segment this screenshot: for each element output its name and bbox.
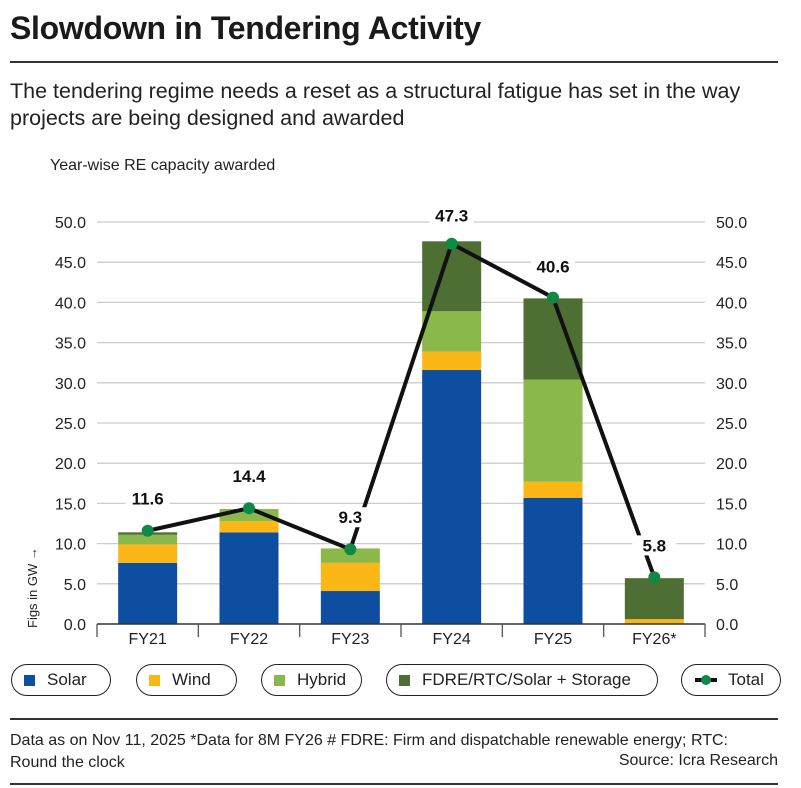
y-tick-label-right: 50.0 xyxy=(716,215,747,232)
y-axis-title: Figs in GW → xyxy=(25,547,40,628)
legend-item-solar: Solar xyxy=(11,664,111,696)
y-tick-label-right: 15.0 xyxy=(716,496,747,513)
y-tick-label-left: 30.0 xyxy=(55,376,86,393)
y-tick-label-right: 20.0 xyxy=(716,456,747,473)
legend-label: Hybrid xyxy=(297,670,347,689)
bar-segment-fdre-rtc-solar-storage xyxy=(523,298,583,380)
y-tick-label-right: 40.0 xyxy=(716,295,747,312)
source-credit: Source: Icra Research xyxy=(618,752,778,769)
total-marker xyxy=(243,502,255,515)
y-tick-label-right: 10.0 xyxy=(716,537,747,554)
legend-item-hybrid: Hybrid xyxy=(261,664,362,696)
stacked-bar-chart: 0.0 0.0 5.0 5.0 10.0 10.0 15.0 15.0 20.0 20.0 25.0… xyxy=(25,205,747,648)
footer-divider-bottom xyxy=(10,783,778,785)
x-tick-label: FY21 xyxy=(129,631,167,648)
total-marker xyxy=(648,571,661,584)
data-label-bg xyxy=(227,466,271,487)
hybrid-swatch-icon xyxy=(274,674,285,686)
y-tick-label-left: 40.0 xyxy=(55,295,86,312)
y-tick-label-right: 30.0 xyxy=(716,376,747,393)
total-marker xyxy=(344,543,357,556)
bar-segment-solar xyxy=(320,591,380,624)
y-tick-label-left: 15.0 xyxy=(55,496,86,513)
bar-segment-wind xyxy=(118,544,178,563)
bar-segment-solar xyxy=(118,562,178,624)
y-tick-label-right: 35.0 xyxy=(716,336,747,353)
bar-segment-wind xyxy=(523,481,583,498)
y-tick-label-right: 25.0 xyxy=(716,416,747,433)
solar-swatch-icon xyxy=(24,674,35,686)
data-label-bg xyxy=(632,535,677,556)
bar-segment-solar xyxy=(523,497,583,624)
chart-title: Slowdown in Tendering Activity xyxy=(10,10,482,46)
x-tick-label: FY22 xyxy=(230,631,268,648)
legend-label: FDRE/RTC/Solar + Storage xyxy=(422,670,631,689)
data-label: 47.3 xyxy=(435,207,468,226)
bar-segment-wind xyxy=(320,562,380,592)
data-label-bg xyxy=(429,205,474,226)
data-label: 40.6 xyxy=(536,258,569,277)
y-tick-label-left: 5.0 xyxy=(64,577,86,594)
bar-segment-solar xyxy=(422,369,482,624)
legend-label: Solar xyxy=(47,670,87,689)
data-label: 11.6 xyxy=(132,490,164,509)
total-line xyxy=(147,241,657,579)
legend: Solar Wind Hybrid FDRE/RTC/Solar + Stora… xyxy=(0,664,801,698)
chart-subtitle: The tendering regime needs a reset as a … xyxy=(10,79,741,130)
y-tick-label-left: 45.0 xyxy=(55,255,86,272)
x-tick-label: FY26* xyxy=(632,631,676,648)
footer-divider-top xyxy=(10,718,778,720)
bar-segment-hybrid xyxy=(422,311,482,352)
y-tick-label-left: 0.0 xyxy=(64,617,86,634)
bar-segment-hybrid xyxy=(320,548,380,563)
data-label-bg xyxy=(531,256,575,277)
data-label-bg xyxy=(125,488,170,509)
data-label: 9.3 xyxy=(339,508,363,527)
wind-swatch-icon xyxy=(149,674,160,686)
y-tick-label-left: 20.0 xyxy=(55,456,86,473)
footer-note: Data as on Nov 11, 2025 *Data for 8M FY2… xyxy=(10,732,728,771)
bar-segment-wind xyxy=(219,521,279,533)
y-tick-label-right: 5.0 xyxy=(716,577,738,594)
y-tick-label-left: 25.0 xyxy=(55,416,86,433)
data-label: 5.8 xyxy=(643,536,667,555)
fdre-swatch-icon xyxy=(399,674,410,686)
y-tick-label-left: 50.0 xyxy=(55,215,86,232)
legend-item-wind: Wind xyxy=(136,664,237,696)
y-tick-label-left: 10.0 xyxy=(55,537,86,554)
chart-caption: Year-wise RE capacity awarded xyxy=(50,157,276,174)
legend-item-total: Total xyxy=(681,664,781,696)
bar-segment-hybrid xyxy=(523,379,583,482)
title-divider xyxy=(10,61,778,63)
total-line-icon xyxy=(695,675,717,685)
bar-segment-wind xyxy=(624,619,684,624)
y-tick-label-left: 35.0 xyxy=(55,336,86,353)
total-marker xyxy=(141,524,154,537)
bar-segment-fdre-rtc-solar-storage xyxy=(624,578,684,620)
total-marker xyxy=(547,291,559,304)
data-label-bg xyxy=(328,507,373,528)
bar-segment-solar xyxy=(219,532,279,624)
y-tick-label-right: 0.0 xyxy=(716,617,738,634)
y-tick-label-right: 45.0 xyxy=(716,255,747,272)
legend-label: Total xyxy=(728,670,764,689)
x-tick-label: FY23 xyxy=(331,631,369,648)
x-tick-label: FY25 xyxy=(534,631,572,648)
legend-label: Wind xyxy=(172,670,211,689)
legend-item-fdre: FDRE/RTC/Solar + Storage xyxy=(386,664,658,696)
total-marker xyxy=(445,237,458,250)
bar-segment-wind xyxy=(422,351,482,370)
bar-segment-hybrid xyxy=(118,534,178,545)
data-label: 14.4 xyxy=(232,467,266,486)
x-tick-label: FY24 xyxy=(433,631,471,648)
